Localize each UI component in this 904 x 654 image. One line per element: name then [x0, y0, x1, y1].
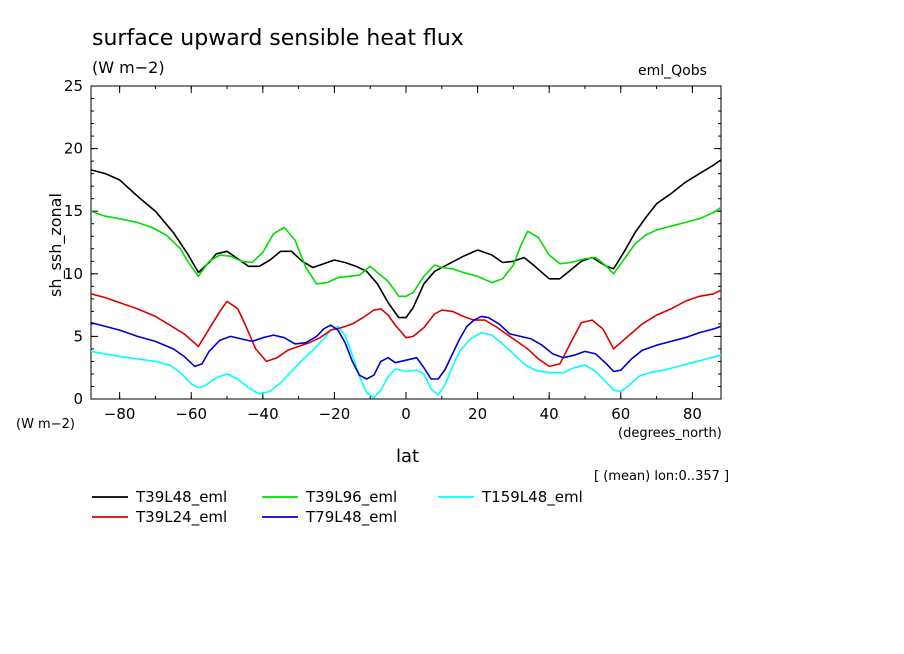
x-tick-label: −80	[104, 405, 136, 423]
y-tick-label: 0	[73, 390, 83, 408]
x-tick-label: 0	[401, 405, 411, 423]
x-tick-label: 20	[468, 405, 487, 423]
series-line-T39L96_eml	[90, 206, 722, 298]
x-tick-label: 60	[611, 405, 630, 423]
legend-label-T39L96_eml: T39L96_eml	[305, 488, 397, 507]
x-tick-label: 40	[540, 405, 559, 423]
y-tick-label: 5	[73, 327, 83, 345]
x-tick-label: −20	[319, 405, 351, 423]
series-line-T159L48_eml	[90, 325, 722, 399]
x-tick-label: −60	[175, 405, 207, 423]
y-tick-label: 10	[64, 265, 83, 283]
chart-units-label: (W m−2)	[92, 58, 165, 77]
experiment-label: eml_Qobs	[638, 63, 707, 79]
x-tick-label: 80	[683, 405, 702, 423]
plot-frame	[90, 85, 722, 400]
legend-label-T39L48_eml: T39L48_eml	[135, 488, 227, 507]
legend-label-T159L48_eml: T159L48_eml	[481, 488, 583, 507]
legend-label-T79L48_eml: T79L48_eml	[305, 508, 397, 527]
series-line-T79L48_eml	[90, 315, 722, 380]
chart-title: surface upward sensible heat flux	[92, 26, 464, 51]
y-tick-label: 15	[64, 202, 83, 220]
series-line-T39L24_eml	[90, 289, 722, 368]
x-tick-label: −40	[247, 405, 279, 423]
y-tick-label: 25	[64, 77, 83, 95]
series-line-T39L48_eml	[90, 159, 722, 319]
x-axis-label: lat	[396, 446, 420, 467]
y-tick-label: 20	[64, 140, 83, 158]
legend-label-T39L24_eml: T39L24_eml	[135, 508, 227, 527]
x-axis-units: (degrees_north)	[618, 426, 722, 441]
averaging-note: [ (mean) lon:0..357 ]	[594, 469, 730, 484]
y-axis-units: (W m−2)	[16, 417, 75, 432]
